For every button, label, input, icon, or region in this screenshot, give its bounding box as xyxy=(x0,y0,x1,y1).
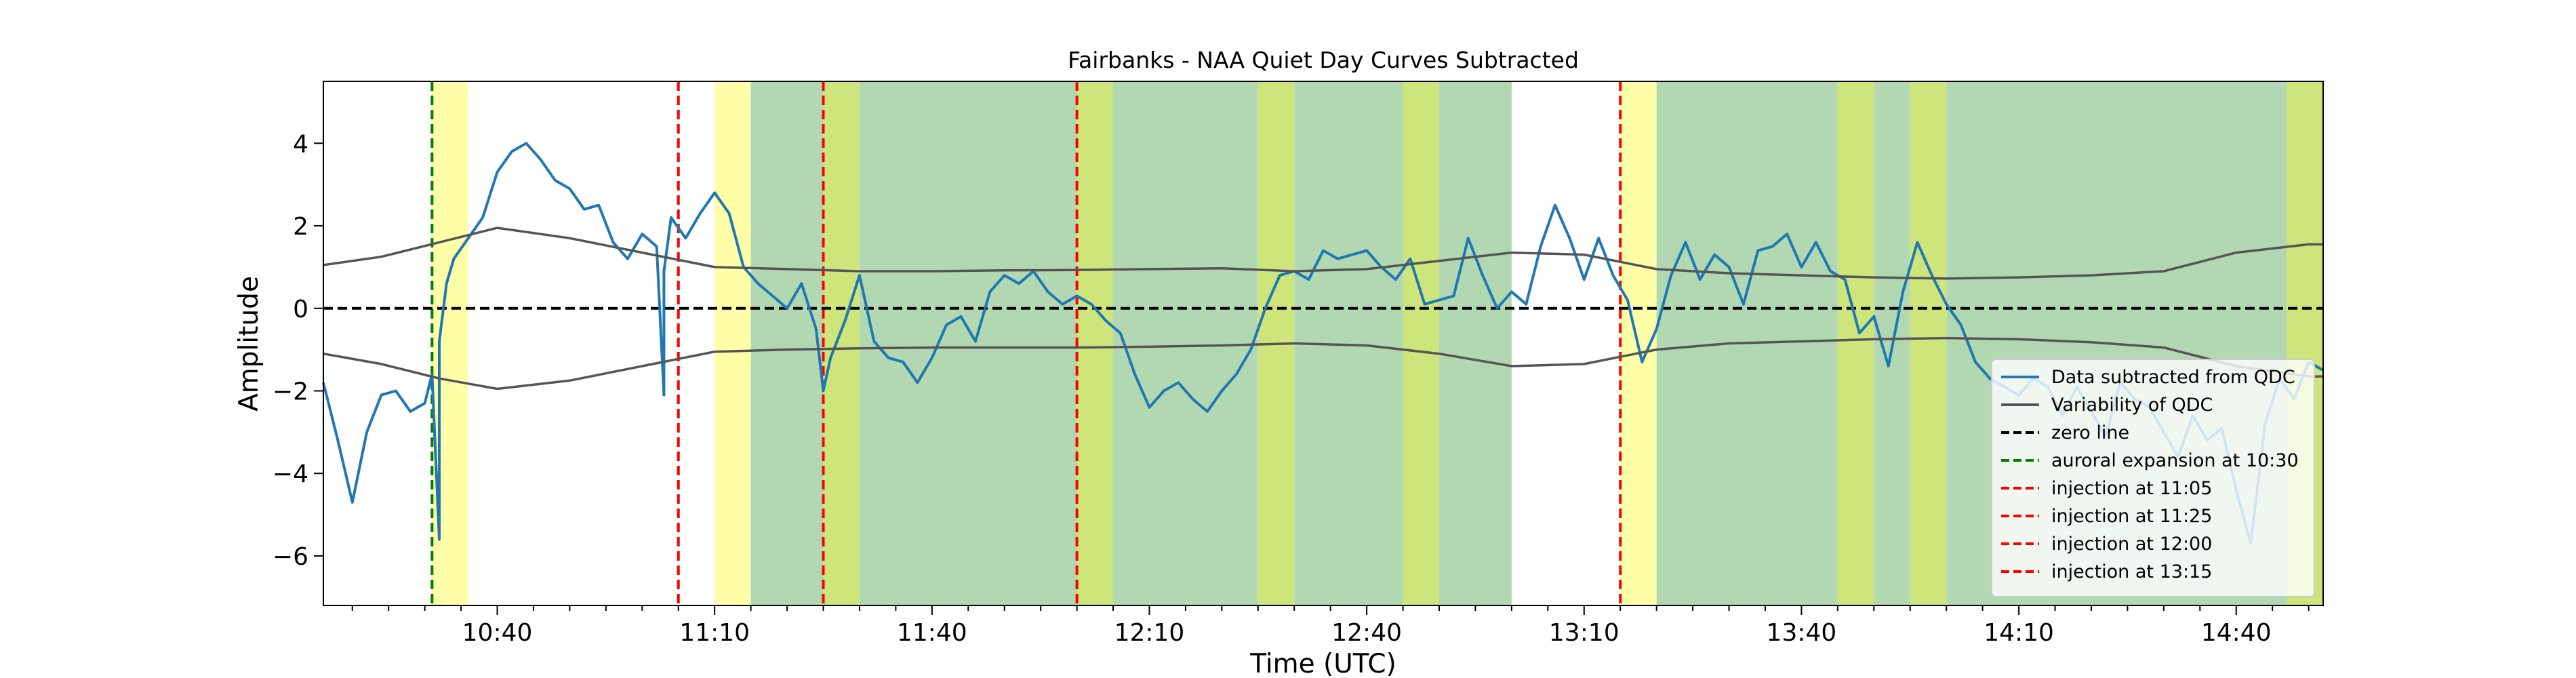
legend-label-2: zero line xyxy=(2051,422,2129,443)
y-tick-label-5: 4 xyxy=(293,130,308,158)
x-tick-label-8: 14:40 xyxy=(2201,619,2272,647)
legend-label-7: injection at 13:15 xyxy=(2051,561,2212,582)
series-group xyxy=(322,142,2324,545)
y-tick-label-0: −6 xyxy=(273,543,308,571)
series-line-0 xyxy=(322,142,2324,545)
shaded-region-5 xyxy=(1076,81,1114,605)
series-line-1 xyxy=(323,226,2323,280)
x-tick-label-1: 11:10 xyxy=(679,619,750,647)
x-tick-label-3: 12:10 xyxy=(1114,619,1185,647)
x-tick-label-7: 14:10 xyxy=(1984,619,2054,647)
shaded-region-9 xyxy=(1403,81,1440,605)
vertical-event-lines xyxy=(430,81,1622,605)
shaded-region-1 xyxy=(715,81,751,605)
x-tick-label-4: 12:40 xyxy=(1331,619,1402,647)
y-tick-label-1: −4 xyxy=(273,460,308,488)
series-line-2 xyxy=(323,336,2323,391)
shaded-region-10 xyxy=(1439,81,1512,605)
legend-box xyxy=(1991,359,2315,597)
y-tick-label-3: 0 xyxy=(293,296,308,323)
x-tick-label-6: 13:40 xyxy=(1767,619,1837,647)
legend-label-5: injection at 11:25 xyxy=(2051,506,2212,527)
x-tick-label-2: 11:40 xyxy=(897,619,967,647)
legend-label-6: injection at 12:00 xyxy=(2051,534,2212,555)
x-tick-label-5: 13:10 xyxy=(1549,619,1619,647)
plot-frame xyxy=(323,81,2324,606)
y-axis: −6 −4 −2 0 2 4 xyxy=(273,130,323,571)
x-axis-label: Time (UTC) xyxy=(1249,649,1396,678)
legend: Data subtracted from QDC Variability of Q… xyxy=(1991,359,2315,597)
x-tick-label-0: 10:40 xyxy=(462,619,533,647)
y-tick-label-2: −2 xyxy=(273,378,308,405)
y-tick-label-4: 2 xyxy=(293,213,308,241)
legend-label-0: Data subtracted from QDC xyxy=(2051,367,2295,388)
shaded-region-4 xyxy=(859,81,1077,605)
y-axis-label: Amplitude xyxy=(234,276,264,412)
x-axis: 10:40 11:10 11:40 12:10 12:40 13:10 13:40 14:10… xyxy=(351,605,2310,647)
chart-title: Fairbanks - NAA Quiet Day Curves Subtrac… xyxy=(1068,47,1579,73)
shaded-region-6 xyxy=(1113,81,1258,605)
shaded-region-3 xyxy=(823,81,860,605)
legend-label-4: injection at 11:05 xyxy=(2051,478,2212,499)
shaded-region-2 xyxy=(750,81,824,605)
shaded-region-15 xyxy=(1910,81,1947,605)
legend-label-3: auroral expansion at 10:30 xyxy=(2051,450,2299,471)
shaded-region-13 xyxy=(1837,81,1874,605)
legend-label-1: Variability of QDC xyxy=(2051,395,2213,416)
